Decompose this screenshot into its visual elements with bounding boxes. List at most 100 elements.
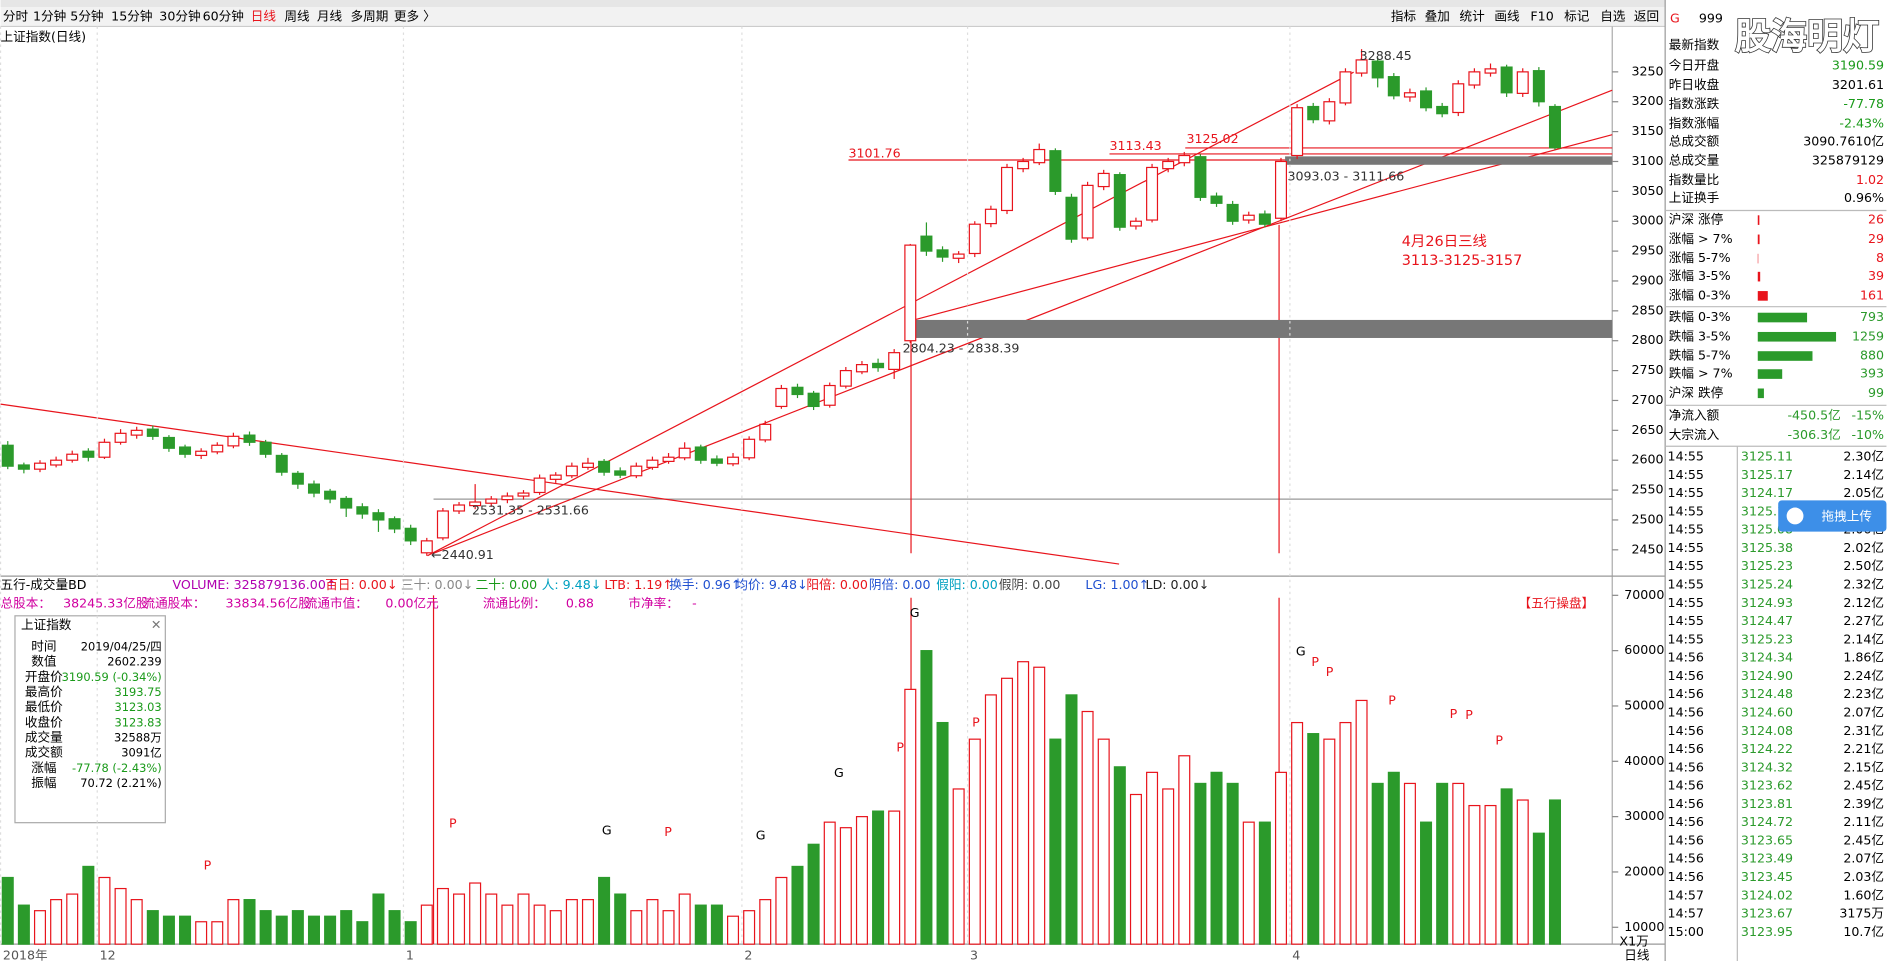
tick-price: 3123.45 [1741,869,1793,884]
tick-time: 14:56 [1668,650,1704,665]
volume-bar [275,915,288,945]
volume-bar [888,810,901,945]
candle-body [1403,92,1416,98]
period-tab[interactable]: 月线 [317,8,343,23]
tick-time: 14:55 [1668,449,1704,464]
tool-button[interactable]: F10 [1530,8,1553,23]
tool-button[interactable]: 返回 [1634,8,1659,23]
flow-amount: -450.5亿 [1787,408,1840,423]
tick-time: 14:56 [1668,832,1704,847]
tick-volume: 2.02亿 [1843,540,1884,555]
stock-info: 流通比例： [483,595,546,610]
volume-bar [614,893,627,945]
candle-body [1,444,14,467]
period-tab[interactable]: 60分钟 [203,8,244,23]
tick-price: 3123.67 [1741,906,1793,921]
period-tab[interactable]: 多周期 [351,8,389,23]
close-icon[interactable]: ✕ [151,617,162,632]
tick-volume: 2.21亿 [1843,741,1884,756]
candle-body [162,436,175,449]
volume-bar [807,843,820,945]
quote-value: -77.78 [1843,96,1884,111]
quote-label: 昨日收盘 [1669,77,1720,92]
volume-bar [1226,782,1239,945]
tick-time: 14:55 [1668,467,1704,482]
volume-bar [388,910,401,945]
volume-bar [872,810,885,945]
y-tick-label: 40000 [1624,753,1664,768]
quote-value: 0.96% [1844,190,1884,205]
period-tab[interactable]: 30分钟 [159,8,200,23]
volume-bar [356,921,369,945]
period-tab[interactable]: 周线 [284,8,310,23]
info-label: 收盘价 [25,714,63,729]
period-tab[interactable]: 日线 [251,8,277,23]
candle-body [872,362,885,369]
tick-price: 3124.17 [1741,485,1793,500]
tick-price: 3123.95 [1741,924,1793,939]
candle-body [694,446,707,461]
info-label: 数值 [31,654,57,669]
x-tick-label: 2 [744,948,752,961]
tick-time: 15:00 [1668,924,1704,939]
volume-bar [436,887,449,945]
tool-button[interactable]: 标记 [1564,8,1590,23]
x-tick-label: 3 [970,948,978,961]
brand-tag: 【五行操盘】 [1519,595,1595,610]
candle-body [50,459,63,466]
tick-volume: 1.86亿 [1843,650,1884,665]
period-tab[interactable]: 15分钟 [111,8,152,23]
volume-bar [1307,733,1320,945]
upload-label[interactable]: 拖拽上传 [1822,509,1873,524]
indicator-value: 假阴: 0.00 [999,577,1061,592]
info-value: 2602.239 [107,655,161,669]
candle-body [1162,160,1175,170]
stock-info: 33834.56亿股 [225,595,311,610]
candle-body [1049,150,1062,192]
candle-body [66,453,79,461]
stock-info: 0.88 [566,595,594,610]
candle-body [1113,174,1126,228]
stock-info: 0.00亿元 [385,595,439,610]
y-tick-label: 10000 [1624,919,1664,934]
info-value: 3193.75 [115,685,162,699]
volume-bar [82,865,95,945]
period-tab[interactable]: 更多 〉 [394,8,436,23]
candle-body [485,498,498,504]
period-tab[interactable]: 1分钟 [33,8,66,23]
tool-button[interactable]: 统计 [1459,8,1485,23]
candle-body [146,428,159,437]
candle-body [307,483,320,494]
candle-body [1258,213,1271,225]
tick-time: 14:56 [1668,668,1704,683]
tool-button[interactable]: 指标 [1391,8,1417,23]
volume-bar [162,915,175,945]
stat-value: 26 [1868,212,1884,227]
volume-bar [710,904,723,945]
annotation: 3113-3125-3157 [1402,253,1523,269]
candle-body [372,512,385,521]
candle-body [420,540,433,554]
chart-title: 上证指数(日线) [1,29,87,44]
tool-button[interactable]: 画线 [1494,8,1520,23]
volume-bar [791,865,804,945]
indicator-value: LTB: 1.19↑ [604,577,673,592]
volume-bar [1420,821,1433,945]
y-tick-label: 2900 [1631,272,1663,287]
y-tick-label: 3050 [1631,183,1663,198]
info-value: 3091亿 [121,746,161,760]
tick-time: 14:56 [1668,704,1704,719]
candle-body [920,235,933,252]
tool-button[interactable]: 叠加 [1425,8,1450,23]
period-tab[interactable]: 分时 [3,8,29,23]
tool-button[interactable]: 自选 [1600,8,1626,23]
upload-button[interactable] [1778,500,1887,532]
tick-volume: 2.31亿 [1843,723,1884,738]
candle-body [1548,105,1561,149]
stat-bar [1757,351,1813,361]
stat-value: 8 [1876,250,1884,265]
tick-price: 3124.34 [1741,650,1793,665]
volume-bar [1065,694,1078,945]
tick-time: 14:56 [1668,778,1704,793]
period-tab[interactable]: 5分钟 [70,8,103,23]
